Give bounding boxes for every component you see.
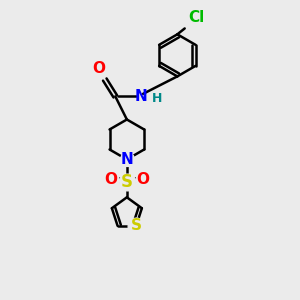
Text: O: O — [136, 172, 149, 188]
Text: N: N — [134, 89, 147, 104]
Text: H: H — [152, 92, 162, 105]
Text: N: N — [121, 152, 133, 167]
Text: O: O — [105, 172, 118, 188]
Text: O: O — [92, 61, 105, 76]
Text: Cl: Cl — [188, 10, 204, 25]
Text: S: S — [121, 172, 133, 190]
Text: S: S — [130, 218, 142, 233]
